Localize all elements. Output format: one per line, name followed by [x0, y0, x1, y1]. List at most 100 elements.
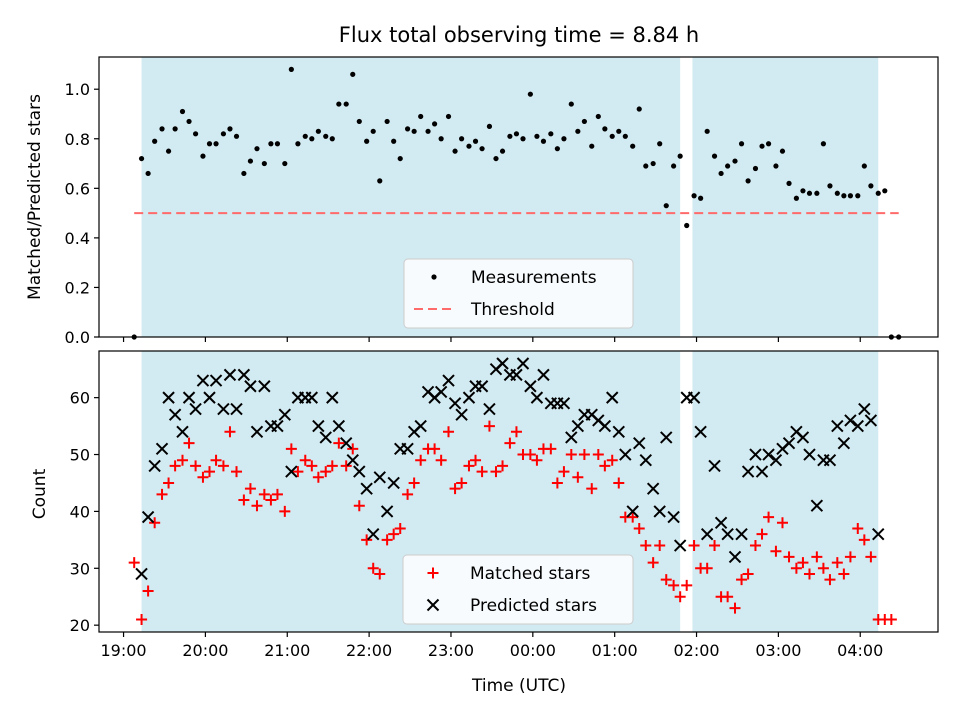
data-point — [448, 397, 462, 410]
data-point — [196, 374, 210, 387]
data-point — [755, 465, 769, 478]
data-point — [800, 188, 806, 194]
data-point — [820, 141, 827, 147]
data-point — [138, 155, 145, 162]
data-point — [619, 448, 632, 461]
x-tick-label: 02:00 — [673, 641, 719, 660]
data-point — [851, 419, 864, 433]
data-point — [486, 123, 493, 129]
data-point — [288, 66, 294, 72]
data-point — [462, 391, 476, 404]
data-point — [844, 414, 857, 427]
data-point — [268, 141, 274, 147]
legend-label: Predicted stars — [470, 596, 597, 616]
data-point — [630, 143, 636, 149]
data-point — [483, 402, 496, 416]
data-point — [149, 517, 161, 529]
data-point — [449, 483, 461, 495]
data-point — [565, 431, 578, 444]
data-point — [698, 195, 704, 201]
x-tick-label: 19:00 — [101, 641, 147, 660]
data-point — [667, 510, 680, 524]
data-point — [721, 527, 734, 541]
chart-title: Flux total observing time = 8.84 h — [339, 23, 699, 47]
legend-marker-swatch — [431, 274, 437, 280]
data-point — [163, 477, 175, 489]
data-point — [373, 471, 386, 484]
data-point — [810, 499, 824, 512]
data-point — [445, 113, 452, 120]
data-point — [295, 141, 301, 147]
data-point — [360, 482, 373, 495]
data-point — [674, 591, 686, 603]
data-point — [261, 160, 267, 167]
y-tick-label: 0.4 — [65, 229, 90, 248]
data-point — [769, 454, 783, 467]
data-point — [616, 128, 622, 134]
data-point — [274, 141, 281, 147]
data-point — [827, 183, 833, 189]
data-point — [210, 454, 222, 466]
data-point — [397, 155, 403, 162]
data-point — [230, 402, 243, 416]
y-tick-label: 40 — [70, 502, 90, 521]
data-point — [329, 136, 335, 142]
legend-box — [402, 554, 634, 625]
data-point — [742, 568, 754, 580]
x-tick-label: 00:00 — [510, 641, 556, 660]
data-point — [824, 574, 836, 586]
data-point — [302, 133, 308, 139]
data-point — [704, 128, 710, 134]
data-point — [292, 466, 304, 478]
y-tick-label: 0.6 — [65, 179, 90, 198]
data-point — [711, 153, 718, 159]
x-tick-label: 22:00 — [346, 641, 392, 660]
data-point — [797, 557, 809, 569]
data-point — [858, 534, 870, 546]
data-point — [647, 557, 659, 569]
data-point — [790, 562, 802, 574]
data-point — [223, 368, 237, 382]
data-point — [752, 165, 759, 172]
legend-label: Measurements — [471, 268, 597, 288]
data-point — [599, 460, 611, 472]
data-point — [663, 203, 669, 209]
data-point — [156, 488, 168, 500]
data-point — [192, 131, 199, 137]
data-point — [714, 516, 728, 529]
y-tick-label: 50 — [70, 446, 90, 465]
data-point — [418, 113, 424, 120]
data-point — [326, 391, 339, 404]
data-point — [182, 391, 196, 404]
data-point — [435, 454, 447, 466]
data-point — [783, 551, 795, 563]
data-point — [646, 482, 660, 495]
data-point — [350, 71, 356, 77]
data-point — [384, 118, 390, 125]
data-point — [499, 148, 506, 154]
data-point — [370, 128, 376, 134]
data-point — [763, 511, 775, 523]
data-point — [572, 471, 584, 483]
data-point — [691, 193, 697, 199]
data-point — [602, 126, 608, 132]
data-point — [759, 143, 765, 149]
data-point — [285, 465, 298, 478]
data-point — [493, 155, 499, 162]
data-point — [831, 557, 843, 569]
data-point — [738, 141, 745, 147]
data-point — [254, 146, 260, 152]
data-point — [841, 193, 847, 199]
data-point — [404, 126, 411, 132]
data-point — [172, 126, 178, 132]
y-tick-label: 0.0 — [65, 328, 90, 347]
y-tick-label: 60 — [70, 389, 90, 408]
data-point — [442, 374, 455, 387]
data-point — [749, 448, 762, 461]
data-point — [875, 190, 881, 196]
data-point — [470, 454, 482, 466]
data-point — [586, 483, 598, 495]
data-point — [415, 454, 427, 466]
data-point — [466, 143, 472, 149]
data-point — [531, 454, 543, 466]
